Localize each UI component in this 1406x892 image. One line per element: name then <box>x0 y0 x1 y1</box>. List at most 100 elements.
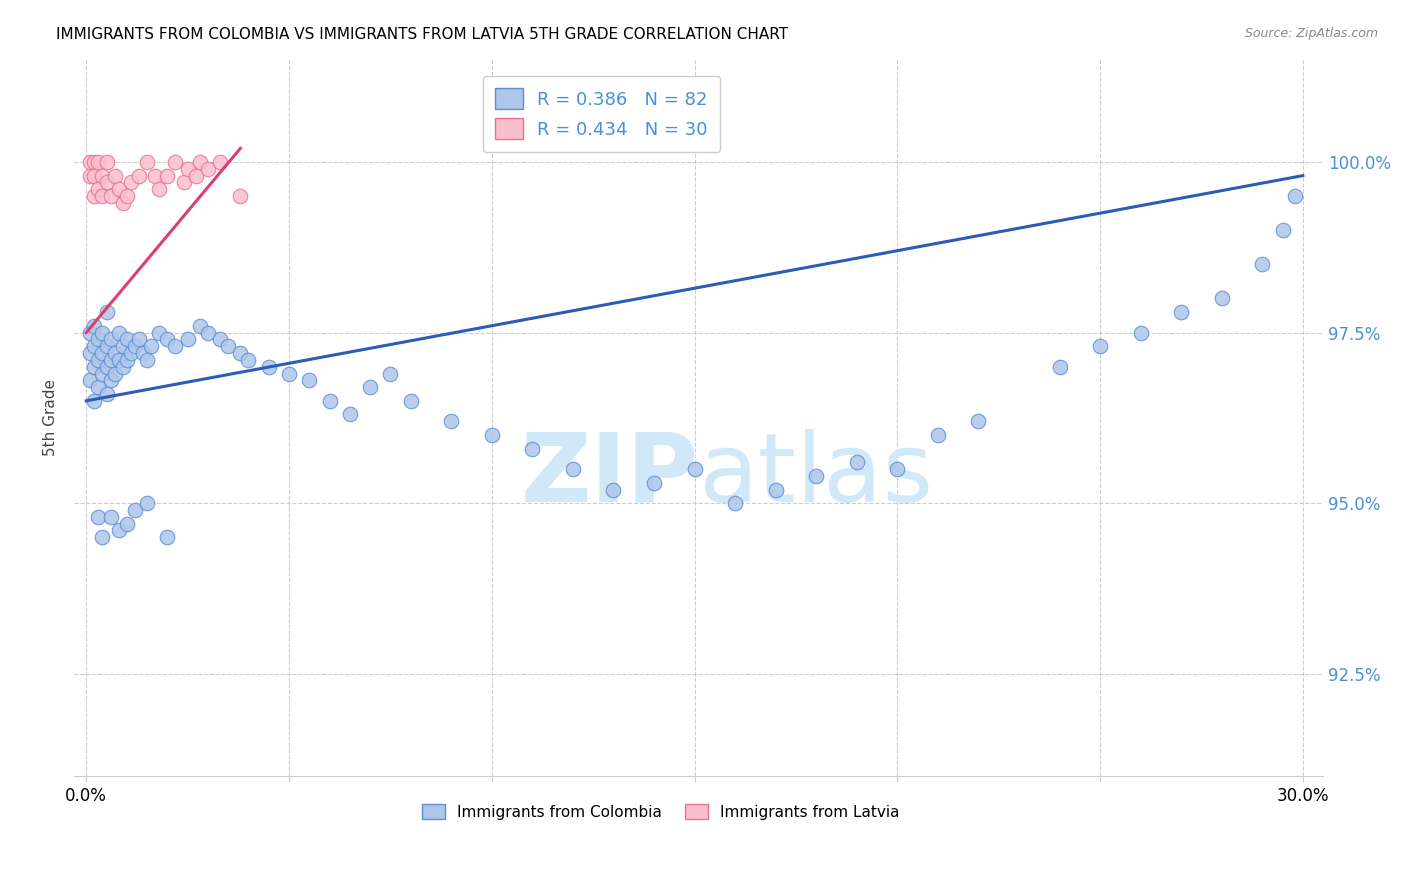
Point <box>107 524 129 538</box>
Point <box>380 367 402 381</box>
Point <box>104 169 127 183</box>
Point <box>176 332 198 346</box>
Point <box>339 408 361 422</box>
Point <box>173 176 195 190</box>
Point <box>1170 305 1192 319</box>
Point <box>139 339 162 353</box>
Point <box>91 367 114 381</box>
Text: atlas: atlas <box>699 429 934 522</box>
Point <box>188 318 211 333</box>
Point <box>115 189 138 203</box>
Point <box>522 442 544 456</box>
Point <box>148 182 170 196</box>
Point <box>561 462 583 476</box>
Point <box>83 155 105 169</box>
Point <box>1211 292 1233 306</box>
Point <box>359 380 381 394</box>
Point <box>278 367 301 381</box>
Point <box>83 318 105 333</box>
Point <box>217 339 239 353</box>
Point <box>91 169 114 183</box>
Point <box>165 155 187 169</box>
Point <box>176 161 198 176</box>
Point <box>156 169 179 183</box>
Point <box>209 332 232 346</box>
Point <box>111 195 134 210</box>
Point <box>83 359 105 374</box>
Point <box>104 367 127 381</box>
Point <box>100 509 122 524</box>
Point <box>724 496 747 510</box>
Point <box>643 475 665 490</box>
Point <box>79 155 101 169</box>
Point <box>91 530 114 544</box>
Point <box>156 530 179 544</box>
Point <box>107 182 129 196</box>
Point <box>124 503 146 517</box>
Point <box>83 189 105 203</box>
Point <box>111 359 134 374</box>
Point <box>91 346 114 360</box>
Point <box>83 169 105 183</box>
Point <box>229 346 252 360</box>
Point <box>79 169 101 183</box>
Point <box>79 346 101 360</box>
Point <box>806 469 828 483</box>
Point <box>845 455 868 469</box>
Point <box>87 380 110 394</box>
Point <box>136 155 159 169</box>
Text: ZIP: ZIP <box>520 429 699 522</box>
Point <box>87 332 110 346</box>
Point <box>115 352 138 367</box>
Point <box>107 352 129 367</box>
Point <box>128 332 150 346</box>
Point <box>967 414 990 428</box>
Point <box>1271 223 1294 237</box>
Point <box>257 359 280 374</box>
Point <box>79 326 101 340</box>
Point <box>96 155 118 169</box>
Point <box>100 352 122 367</box>
Point <box>96 176 118 190</box>
Point <box>683 462 706 476</box>
Point <box>765 483 787 497</box>
Point <box>79 373 101 387</box>
Point <box>1049 359 1071 374</box>
Point <box>238 352 260 367</box>
Point <box>87 352 110 367</box>
Point <box>91 189 114 203</box>
Point <box>100 189 122 203</box>
Point <box>96 359 118 374</box>
Point <box>927 428 949 442</box>
Point <box>440 414 463 428</box>
Point <box>100 332 122 346</box>
Point <box>104 346 127 360</box>
Point <box>87 182 110 196</box>
Point <box>165 339 187 353</box>
Point <box>148 326 170 340</box>
Y-axis label: 5th Grade: 5th Grade <box>44 379 58 457</box>
Point <box>83 393 105 408</box>
Text: IMMIGRANTS FROM COLOMBIA VS IMMIGRANTS FROM LATVIA 5TH GRADE CORRELATION CHART: IMMIGRANTS FROM COLOMBIA VS IMMIGRANTS F… <box>56 27 789 42</box>
Point <box>143 169 166 183</box>
Point <box>1088 339 1111 353</box>
Point <box>87 509 110 524</box>
Point <box>100 373 122 387</box>
Point <box>120 346 142 360</box>
Point <box>298 373 321 387</box>
Point <box>91 326 114 340</box>
Point <box>1251 257 1274 271</box>
Point <box>184 169 207 183</box>
Point <box>115 516 138 531</box>
Point <box>124 339 146 353</box>
Point <box>107 326 129 340</box>
Point <box>197 161 219 176</box>
Point <box>602 483 624 497</box>
Point <box>481 428 503 442</box>
Point <box>111 339 134 353</box>
Point <box>136 496 159 510</box>
Point <box>132 346 155 360</box>
Point <box>1129 326 1152 340</box>
Point <box>886 462 908 476</box>
Point <box>197 326 219 340</box>
